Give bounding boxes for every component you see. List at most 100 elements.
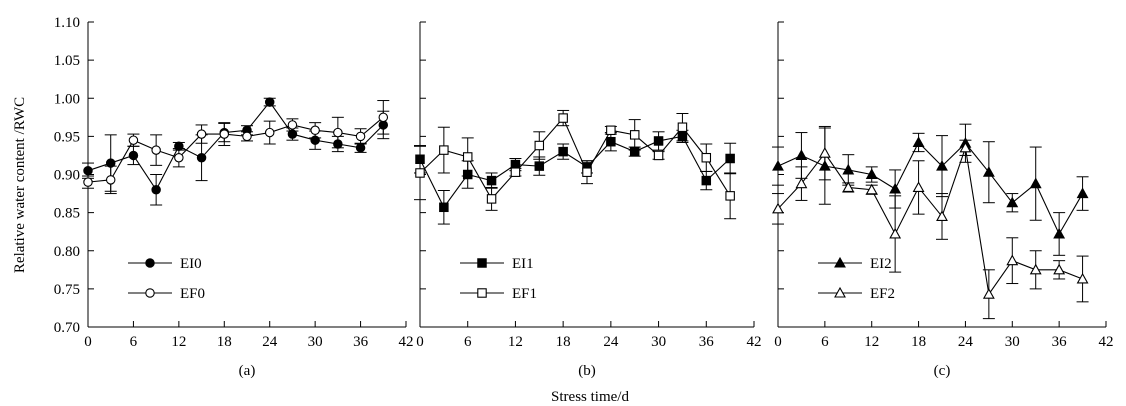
x-tick-label: 24 <box>958 334 974 350</box>
x-tick-label: 18 <box>217 334 232 350</box>
x-tick-label: 0 <box>416 334 424 350</box>
x-axis-title: Stress time/d <box>551 389 629 405</box>
x-tick-label: 18 <box>556 334 571 350</box>
data-point <box>83 177 93 187</box>
x-tick-label: 42 <box>1099 334 1114 350</box>
data-point <box>486 194 497 204</box>
data-point <box>558 146 568 157</box>
series-EF0 <box>82 100 390 195</box>
legend-marker <box>145 258 155 268</box>
data-point <box>486 175 497 186</box>
data-point <box>439 202 449 213</box>
data-point <box>912 181 925 193</box>
plot-root: 0.70 0.75 0.80 0.85 0.90 0.95 1.00 1.05 1.10 0 6 12… <box>54 15 1114 379</box>
data-point <box>842 181 855 193</box>
data-point <box>128 135 139 145</box>
data-point <box>196 129 207 139</box>
x-tick-label: 12 <box>508 334 523 350</box>
data-point <box>629 130 640 140</box>
y-tick-label: 0.95 <box>54 129 80 145</box>
panel-label: (c) <box>934 363 951 379</box>
x-tick-label: 30 <box>308 334 323 350</box>
data-point <box>264 97 275 107</box>
data-point <box>355 131 366 142</box>
data-point <box>242 131 252 142</box>
legend-entry: EF1 <box>460 286 537 302</box>
x-tick-label: 6 <box>130 334 138 350</box>
panel-1: 0.70 0.75 0.80 0.85 0.90 0.95 1.00 1.05 1.10 0 6 12… <box>54 15 414 379</box>
panel-label: (a) <box>239 363 256 379</box>
data-point <box>677 122 688 132</box>
data-point <box>105 175 116 185</box>
data-point <box>415 168 425 178</box>
y-tick-label: 1.05 <box>54 53 80 69</box>
data-point <box>264 127 275 138</box>
legend-label: EF2 <box>870 286 895 302</box>
data-point <box>982 288 995 299</box>
data-point <box>378 112 389 123</box>
data-point <box>959 141 972 153</box>
data-point <box>865 183 878 195</box>
legend-entry: EF2 <box>818 286 895 302</box>
data-point <box>936 210 948 221</box>
legend-label: EI1 <box>512 256 534 272</box>
data-point <box>982 166 995 177</box>
y-tick-label: 1.10 <box>54 15 80 31</box>
legend-marker <box>477 288 487 298</box>
legend-entry: EF0 <box>128 286 205 302</box>
data-point <box>1029 177 1042 189</box>
data-point <box>439 145 449 155</box>
x-tick-label: 6 <box>821 334 829 350</box>
data-point <box>912 136 925 148</box>
data-point <box>1029 263 1042 275</box>
legend-entry: EI2 <box>818 256 892 272</box>
y-tick-label: 0.90 <box>54 168 80 184</box>
data-point <box>1053 263 1066 275</box>
data-point <box>772 202 784 214</box>
data-point <box>1076 187 1089 199</box>
x-tick-label: 24 <box>262 334 278 350</box>
series-EI0 <box>82 97 390 206</box>
data-point <box>653 150 664 161</box>
series-line <box>777 147 1083 296</box>
data-point <box>606 136 616 147</box>
x-tick-label: 12 <box>171 334 186 350</box>
data-point <box>83 165 93 176</box>
x-tick-label: 24 <box>603 334 619 350</box>
panel-3: 0 6 12 18 24 30 36 42 EI2 EF2 (c) <box>772 21 1114 379</box>
panel-2: 0 6 12 18 24 30 36 42 EI1 EF1 (b) <box>414 21 762 379</box>
data-point <box>333 127 343 138</box>
x-tick-label: 30 <box>651 334 666 350</box>
data-point <box>510 167 521 177</box>
data-point <box>865 168 878 180</box>
data-point <box>606 125 616 136</box>
legend-marker <box>477 258 487 268</box>
legend-label: EF1 <box>512 286 537 302</box>
data-point <box>128 150 139 161</box>
data-point <box>196 152 207 163</box>
data-point <box>653 136 664 146</box>
data-point <box>701 175 712 186</box>
data-point <box>534 140 545 151</box>
data-point <box>1006 196 1019 208</box>
data-point <box>936 159 948 171</box>
data-point <box>287 120 298 130</box>
y-tick-label: 0.85 <box>54 206 80 222</box>
y-tick-label: 0.75 <box>54 282 80 298</box>
x-tick-label: 36 <box>353 334 369 350</box>
data-point <box>310 125 320 136</box>
x-tick-label: 36 <box>699 334 715 350</box>
data-point <box>558 113 568 123</box>
y-axis-title: Relative water content /RWC <box>12 97 28 273</box>
y-tick-label: 0.70 <box>54 320 80 336</box>
x-tick-label: 36 <box>1052 334 1068 350</box>
data-point <box>582 167 592 177</box>
data-point <box>151 145 161 155</box>
panel-label: (b) <box>578 363 596 379</box>
x-tick-label: 0 <box>774 334 782 350</box>
data-point <box>219 129 230 139</box>
series-EF1 <box>414 109 737 220</box>
series-EF2 <box>772 125 1089 320</box>
x-tick-label: 18 <box>911 334 926 350</box>
data-point <box>795 149 808 160</box>
